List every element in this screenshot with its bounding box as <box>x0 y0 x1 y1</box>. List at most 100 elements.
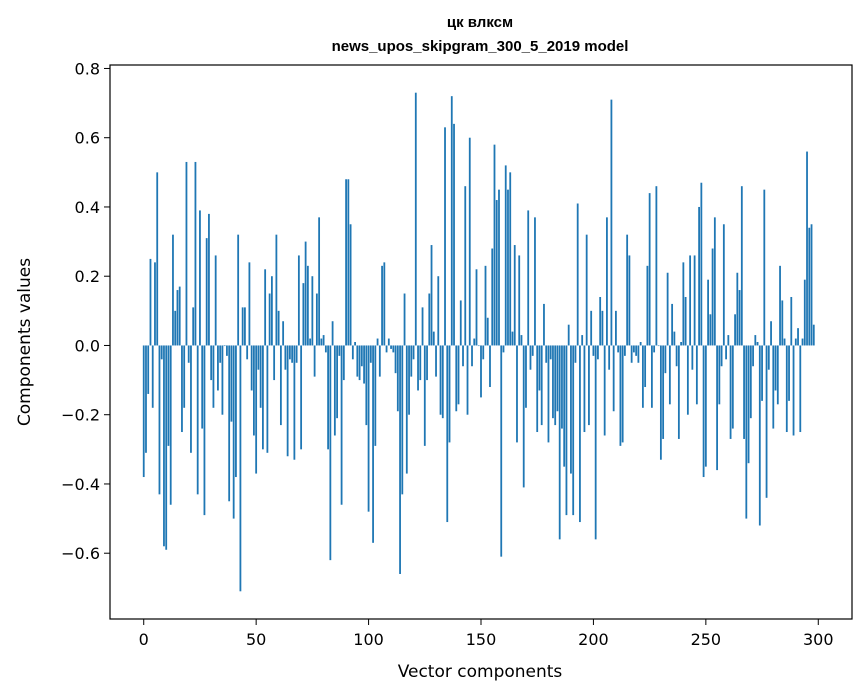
bar-150 <box>480 345 482 398</box>
bar-156 <box>493 144 496 346</box>
bar-279 <box>770 321 772 346</box>
bar-187 <box>563 345 566 467</box>
y-axis-label: Components values <box>15 258 35 426</box>
bar-270 <box>749 345 752 419</box>
bar-224 <box>646 265 649 346</box>
bar-55 <box>266 345 269 453</box>
bar-154 <box>489 345 491 388</box>
bar-132 <box>439 345 442 415</box>
bar-127 <box>428 293 431 346</box>
bar-54 <box>264 269 267 346</box>
bar-252 <box>709 314 712 346</box>
bar-148 <box>475 269 478 346</box>
bar-80 <box>322 335 325 346</box>
bar-9 <box>163 345 165 547</box>
bar-42 <box>237 234 240 346</box>
bar-53 <box>262 345 264 450</box>
bar-120 <box>412 345 415 360</box>
bar-219 <box>635 345 638 356</box>
bar-18 <box>183 345 186 408</box>
bar-105 <box>378 345 381 377</box>
bar-286 <box>785 345 788 433</box>
x-tick-label: 200 <box>578 630 609 649</box>
bar-126 <box>426 345 428 381</box>
bar-123 <box>419 345 422 381</box>
bar-112 <box>394 345 397 374</box>
x-tick-label: 50 <box>246 630 266 649</box>
bar-235 <box>671 303 674 346</box>
bar-227 <box>653 345 656 353</box>
bar-30 <box>210 345 213 381</box>
bar-133 <box>441 345 444 419</box>
bar-152 <box>484 265 487 346</box>
bar-284 <box>781 300 784 346</box>
bar-64 <box>286 345 289 457</box>
bar-250 <box>704 345 707 467</box>
bar-210 <box>615 310 617 346</box>
bar-2 <box>147 345 150 394</box>
bar-102 <box>372 345 374 543</box>
bar-177 <box>540 345 543 426</box>
bar-234 <box>668 345 671 405</box>
bar-44 <box>241 307 244 346</box>
bar-57 <box>270 276 273 346</box>
bar-28 <box>205 238 208 346</box>
bar-253 <box>711 248 714 346</box>
bar-195 <box>581 335 584 346</box>
bar-155 <box>491 248 494 346</box>
bar-8 <box>160 345 163 360</box>
bar-239 <box>680 342 683 346</box>
bar-66 <box>291 345 294 363</box>
bar-170 <box>525 345 527 408</box>
bar-178 <box>543 303 545 346</box>
bar-52 <box>259 345 262 408</box>
bar-153 <box>486 317 489 346</box>
bar-128 <box>430 245 433 346</box>
bar-231 <box>662 345 665 439</box>
bar-37 <box>226 345 228 356</box>
bar-114 <box>399 345 401 574</box>
bar-268 <box>745 345 748 519</box>
bar-172 <box>529 345 532 370</box>
bar-134 <box>444 127 446 346</box>
bar-259 <box>725 345 727 360</box>
bar-67 <box>293 345 296 460</box>
bar-110 <box>390 345 392 349</box>
bar-257 <box>720 345 723 367</box>
bar-16 <box>178 286 181 346</box>
bar-122 <box>417 345 419 391</box>
y-axis-ticks: −0.6 −0.4 −0.2 0.0 0.2 0.4 0.6 0.8 <box>61 59 110 563</box>
bar-205 <box>603 345 606 436</box>
bar-158 <box>498 189 500 346</box>
x-axis-label: Vector components <box>398 662 563 682</box>
bar-273 <box>756 342 759 346</box>
bar-179 <box>545 345 548 363</box>
bar-162 <box>507 189 509 346</box>
bar-229 <box>657 345 660 347</box>
bar-82 <box>327 345 329 450</box>
y-tick-label: −0.6 <box>61 544 100 563</box>
bar-131 <box>437 276 440 346</box>
bar-137 <box>450 96 453 346</box>
bar-121 <box>414 92 417 346</box>
bar-20 <box>187 345 190 363</box>
bar-135 <box>446 345 449 523</box>
bar-274 <box>758 345 761 526</box>
bar-146 <box>471 345 473 367</box>
bar-59 <box>275 234 278 346</box>
bar-4 <box>151 345 154 408</box>
bar-129 <box>432 331 435 346</box>
bar-175 <box>536 345 539 433</box>
chart-subtitle: news_upos_skipgram_300_5_2019 model <box>332 38 629 55</box>
bar-157 <box>495 200 498 346</box>
bar-61 <box>279 345 282 426</box>
bar-77 <box>315 293 318 346</box>
bar-267 <box>743 345 745 439</box>
bar-198 <box>588 345 590 426</box>
bar-11 <box>167 345 170 446</box>
bar-85 <box>333 345 336 436</box>
bar-51 <box>257 345 260 370</box>
bar-282 <box>776 345 779 405</box>
bar-13 <box>172 234 174 346</box>
